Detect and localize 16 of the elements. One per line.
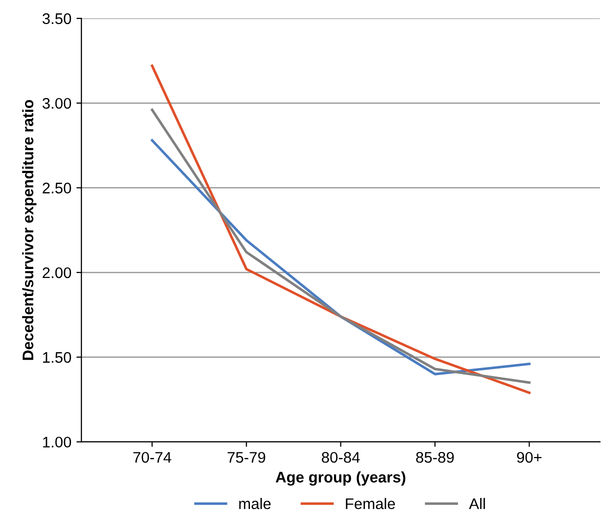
y-tick-label: 3.50 <box>42 13 72 24</box>
x-tick-label: 75-79 <box>228 452 266 463</box>
y-tick-label: 2.50 <box>42 182 72 194</box>
x-axis-title: Age group (years) <box>276 471 406 486</box>
legend-label: Female <box>346 498 395 510</box>
x-tick-label: 90+ <box>517 452 542 463</box>
x-tick-label: 70-74 <box>133 452 172 463</box>
legend-label: male <box>239 498 271 510</box>
y-tick-label: 2.00 <box>42 267 72 278</box>
y-tick-label: 1.00 <box>43 436 72 448</box>
y-tick-label: 1.50 <box>43 352 72 363</box>
y-tick-label: 3.00 <box>42 98 72 109</box>
y-axis-title: Decedent/survivor expenditure ratio <box>22 100 36 360</box>
legend-label: All <box>468 498 485 510</box>
x-tick-label: 80-84 <box>322 452 360 463</box>
x-tick-label: 85-89 <box>416 452 454 463</box>
